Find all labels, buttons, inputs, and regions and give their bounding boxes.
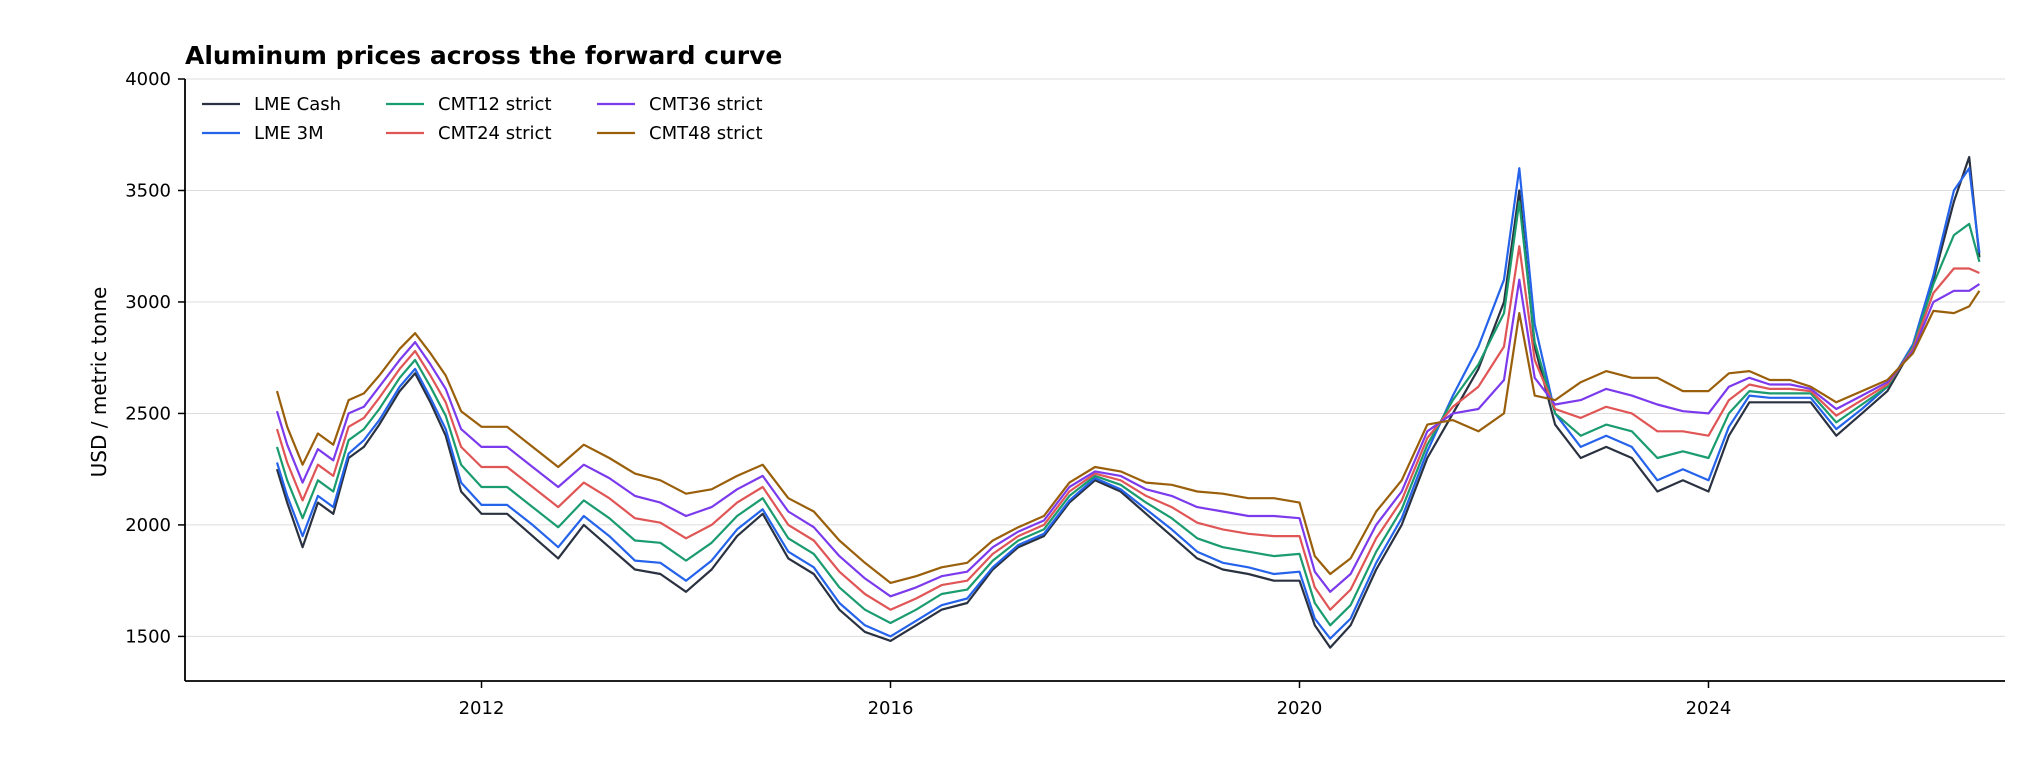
y-tick-label: 4000 (125, 69, 171, 90)
series-line-cmt24-strict (275, 245, 1980, 611)
series-line-cmt36-strict (275, 278, 1981, 598)
series-line-cmt48-strict (275, 290, 1981, 585)
legend-label: CMT24 strict (438, 123, 552, 144)
legend-item: CMT24 strict (386, 123, 552, 144)
series-line-lme-3m (275, 167, 1981, 640)
y-tick-label: 2500 (125, 403, 171, 424)
axes (184, 79, 2005, 682)
series-line-cmt12-strict (275, 200, 1981, 627)
x-tick-label: 2012 (459, 698, 505, 719)
legend-label: CMT48 strict (649, 123, 763, 144)
legend-label: CMT36 strict (649, 94, 763, 115)
legend-item: CMT12 strict (386, 94, 552, 115)
legend-item: CMT48 strict (597, 123, 763, 144)
legend-item: LME 3M (202, 123, 324, 144)
legend-label: LME 3M (254, 123, 324, 144)
legend-label: CMT12 strict (438, 94, 552, 115)
x-ticks: 2012 2016 2020 2024 (459, 681, 1732, 719)
legend-item: CMT36 strict (597, 94, 763, 115)
y-tick-label: 3000 (125, 292, 171, 313)
y-tick-label: 2000 (125, 515, 171, 536)
y-axis-label: USD / metric tonne (87, 287, 111, 478)
chart-title: Aluminum prices across the forward curve (185, 41, 782, 70)
y-ticks: 1500 2000 2500 3000 3500 4000 (125, 69, 185, 647)
x-tick-label: 2024 (1686, 698, 1732, 719)
y-tick-label: 1500 (125, 626, 171, 647)
y-tick-label: 3500 (125, 180, 171, 201)
legend: LME Cash LME 3M CMT12 strict CMT24 strict CM… (202, 94, 763, 144)
legend-item: LME Cash (202, 94, 341, 115)
gridlines (185, 78, 2005, 637)
legend-label: LME Cash (254, 94, 341, 115)
series-line-lme-cash (275, 155, 1981, 649)
series-lines (275, 155, 1981, 649)
x-tick-label: 2016 (868, 698, 914, 719)
x-tick-label: 2020 (1277, 698, 1323, 719)
